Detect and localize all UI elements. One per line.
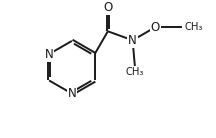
Text: N: N <box>128 34 137 47</box>
Text: O: O <box>103 1 113 14</box>
Text: O: O <box>151 21 160 34</box>
Text: N: N <box>68 87 76 100</box>
Text: N: N <box>45 48 53 61</box>
Text: CH₃: CH₃ <box>126 67 144 77</box>
Text: CH₃: CH₃ <box>185 22 203 32</box>
